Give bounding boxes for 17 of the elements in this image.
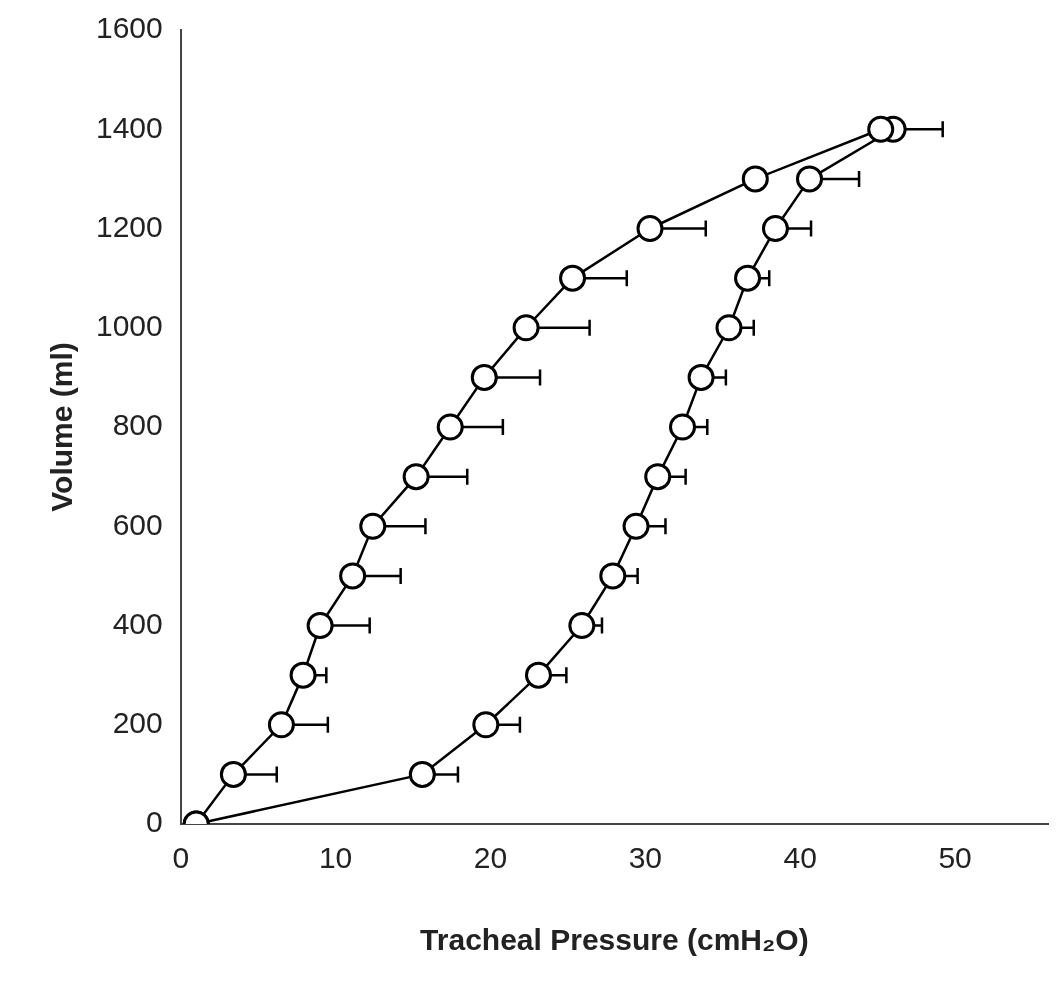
x-tick-label: 20	[473, 841, 508, 875]
y-tick-label: 1400	[95, 110, 163, 144]
x-axis-title: Tracheal Pressure (cmH₂O)	[420, 923, 809, 957]
y-tick-label: 600	[112, 507, 163, 541]
x-tick-label: 40	[783, 841, 817, 875]
y-tick-label: 1600	[95, 11, 163, 45]
x-tick-label: 50	[938, 841, 972, 875]
y-tick-label: 1200	[95, 209, 163, 243]
y-axis-title: Volume (ml)	[45, 342, 79, 512]
x-tick-label: 10	[318, 841, 353, 875]
x-tick-label: 0	[172, 841, 190, 875]
y-tick-label: 0	[146, 805, 163, 839]
x-tick-label: 30	[628, 841, 663, 875]
y-tick-label: 200	[112, 706, 163, 740]
y-tick-label: 400	[112, 606, 163, 640]
y-tick-label: 1000	[95, 309, 163, 343]
y-tick-label: 800	[112, 408, 163, 442]
